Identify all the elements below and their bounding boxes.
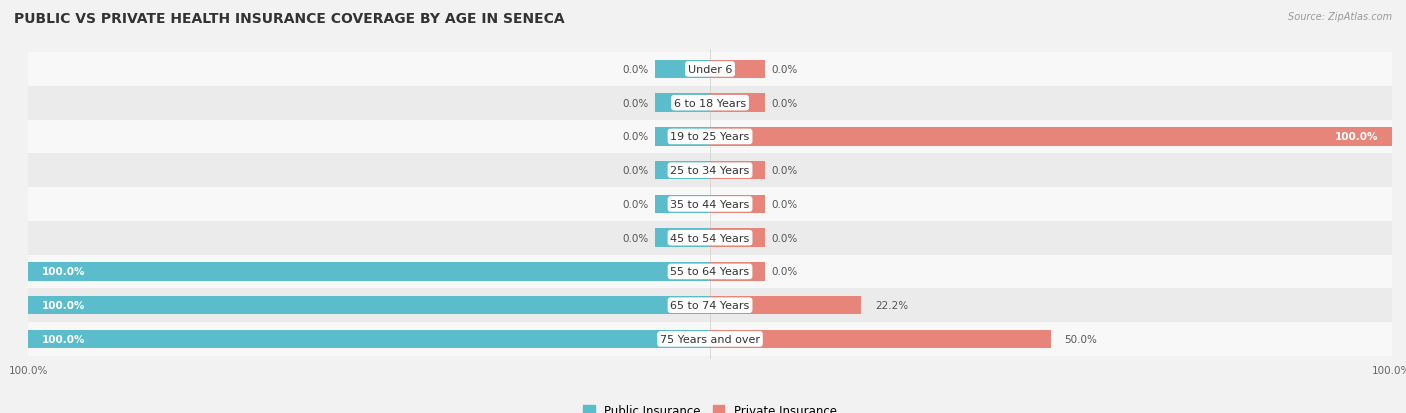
Bar bbox=[710, 161, 765, 180]
Text: 100.0%: 100.0% bbox=[1334, 132, 1378, 142]
Bar bbox=[710, 60, 765, 79]
Text: Source: ZipAtlas.com: Source: ZipAtlas.com bbox=[1288, 12, 1392, 22]
Legend: Public Insurance, Private Insurance: Public Insurance, Private Insurance bbox=[578, 399, 842, 413]
Bar bbox=[710, 128, 1392, 146]
Text: 45 to 54 Years: 45 to 54 Years bbox=[671, 233, 749, 243]
Bar bbox=[710, 263, 765, 281]
Bar bbox=[28, 322, 1392, 356]
Text: 0.0%: 0.0% bbox=[772, 267, 797, 277]
Bar bbox=[28, 255, 1392, 289]
Text: 65 to 74 Years: 65 to 74 Years bbox=[671, 300, 749, 311]
Bar bbox=[655, 94, 710, 113]
Bar bbox=[655, 60, 710, 79]
Text: 0.0%: 0.0% bbox=[623, 132, 648, 142]
Bar bbox=[28, 188, 1392, 221]
Text: 0.0%: 0.0% bbox=[772, 65, 797, 75]
Text: 19 to 25 Years: 19 to 25 Years bbox=[671, 132, 749, 142]
Bar bbox=[710, 330, 1052, 349]
Text: 100.0%: 100.0% bbox=[42, 334, 86, 344]
Text: 0.0%: 0.0% bbox=[772, 199, 797, 209]
Text: 0.0%: 0.0% bbox=[772, 166, 797, 176]
Bar bbox=[710, 229, 765, 247]
Text: 55 to 64 Years: 55 to 64 Years bbox=[671, 267, 749, 277]
Text: 35 to 44 Years: 35 to 44 Years bbox=[671, 199, 749, 209]
Bar bbox=[655, 161, 710, 180]
Bar bbox=[710, 94, 765, 113]
Bar bbox=[28, 289, 1392, 322]
Bar bbox=[655, 195, 710, 214]
Bar bbox=[28, 296, 710, 315]
Text: 0.0%: 0.0% bbox=[623, 233, 648, 243]
Bar bbox=[710, 195, 765, 214]
Text: PUBLIC VS PRIVATE HEALTH INSURANCE COVERAGE BY AGE IN SENECA: PUBLIC VS PRIVATE HEALTH INSURANCE COVER… bbox=[14, 12, 565, 26]
Bar bbox=[655, 128, 710, 146]
Text: 6 to 18 Years: 6 to 18 Years bbox=[673, 98, 747, 109]
Text: 0.0%: 0.0% bbox=[623, 65, 648, 75]
Text: 0.0%: 0.0% bbox=[772, 98, 797, 109]
Text: 0.0%: 0.0% bbox=[623, 98, 648, 109]
Text: 0.0%: 0.0% bbox=[623, 199, 648, 209]
Bar bbox=[28, 53, 1392, 87]
Bar bbox=[28, 120, 1392, 154]
Bar bbox=[28, 154, 1392, 188]
Text: 50.0%: 50.0% bbox=[1064, 334, 1098, 344]
Text: 100.0%: 100.0% bbox=[42, 267, 86, 277]
Text: 75 Years and over: 75 Years and over bbox=[659, 334, 761, 344]
Bar bbox=[655, 229, 710, 247]
Text: 100.0%: 100.0% bbox=[42, 300, 86, 311]
Text: 25 to 34 Years: 25 to 34 Years bbox=[671, 166, 749, 176]
Text: 0.0%: 0.0% bbox=[772, 233, 797, 243]
Text: 22.2%: 22.2% bbox=[875, 300, 908, 311]
Bar bbox=[28, 221, 1392, 255]
Bar bbox=[710, 296, 862, 315]
Bar bbox=[28, 87, 1392, 120]
Text: Under 6: Under 6 bbox=[688, 65, 733, 75]
Bar bbox=[28, 330, 710, 349]
Bar bbox=[28, 263, 710, 281]
Text: 0.0%: 0.0% bbox=[623, 166, 648, 176]
